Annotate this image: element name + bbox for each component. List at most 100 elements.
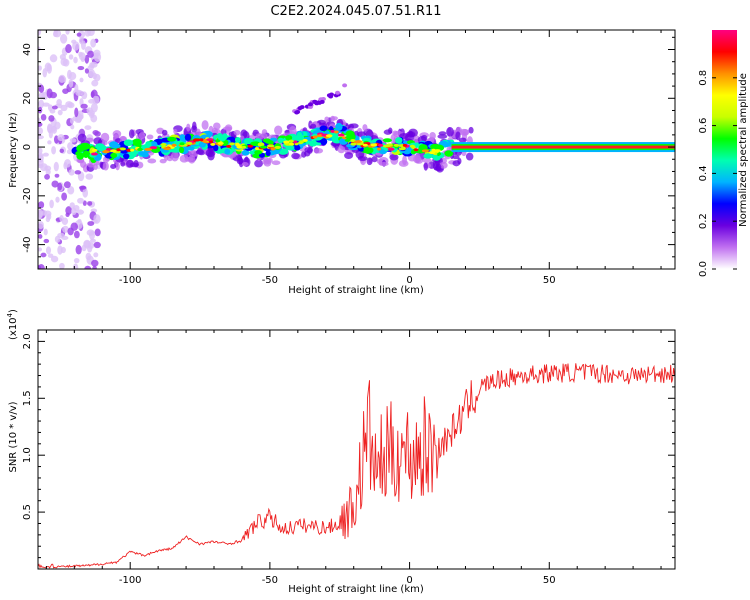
spectrogram-ridge-cell <box>308 140 318 147</box>
spectrogram-peak-cell <box>179 142 185 146</box>
spectrogram-peak-cell <box>105 148 111 152</box>
spectrogram-ridge-cell <box>264 138 272 144</box>
spectrogram-halo <box>357 131 366 137</box>
spectrogram-speckle <box>73 230 80 239</box>
spectrogram-speckle <box>84 54 90 64</box>
spectrogram-peak-cell <box>109 149 117 153</box>
spectrogram-ridge-cell <box>111 143 121 149</box>
spectrogram-speckle <box>82 200 87 206</box>
y-tick-label: 1.5 <box>22 390 33 406</box>
spectrogram-speckle <box>68 78 74 88</box>
spectrogram-ridge-cell <box>123 153 130 159</box>
spectrogram-speckle <box>91 79 99 87</box>
spectrogram-ridge-cell <box>257 142 265 147</box>
spectrogram-halo <box>291 152 300 160</box>
spectrogram-halo <box>362 124 368 132</box>
spectrogram-branch-cell <box>295 109 301 114</box>
spectrogram-halo <box>465 152 474 161</box>
spectrogram-branch-cell <box>342 83 348 88</box>
y-tick-label: 1.0 <box>22 447 33 463</box>
spectrogram-peak-cell <box>330 129 335 133</box>
spectrogram-halo <box>188 155 196 164</box>
spectrogram-speckle <box>93 252 99 258</box>
spectrogram-speckle <box>46 213 52 220</box>
spectrogram-speckle <box>47 104 53 112</box>
spectrogram-halo <box>115 162 120 171</box>
x-tick-label: 50 <box>543 275 556 286</box>
colorbar: 0.0 0.2 0.4 0.6 0.8 Normalized spectral ampl… <box>698 30 749 277</box>
spectrogram-speckle <box>81 91 88 100</box>
spectrogram-image <box>38 30 675 269</box>
spectrogram-peak-cell <box>210 142 216 146</box>
spectrogram-halo <box>408 128 418 137</box>
spectrogram-speckle <box>43 228 48 236</box>
spectrogram-halo <box>254 159 263 168</box>
y-tick-label: -20 <box>22 188 33 204</box>
spectrogram-ridge-cell <box>184 133 192 141</box>
spectrogram-speckle <box>87 201 93 206</box>
spectrogram-halo <box>110 163 117 170</box>
spectrogram-ridge-cell <box>277 137 284 144</box>
spectrogram-speckle <box>88 70 94 79</box>
spectrogram-speckle <box>38 99 45 109</box>
colorbar-tick-label: 0.6 <box>698 118 709 134</box>
spectrogram-speckle <box>59 33 68 44</box>
spectrogram-peak-cell <box>337 133 345 137</box>
spectrogram-speckle <box>90 61 98 68</box>
spectrogram-peak-cell <box>270 147 276 151</box>
spectrogram-speckle <box>44 174 50 180</box>
spectrogram-halo <box>468 126 474 134</box>
spectrogram-speckle <box>40 114 47 121</box>
x-tick-label: -50 <box>262 275 278 286</box>
spectrogram-speckle <box>93 241 101 249</box>
spectrogram-speckle <box>78 185 87 190</box>
spectrogram-halo <box>455 131 461 141</box>
spectrogram-speckle <box>63 181 71 189</box>
spectrogram-halo <box>413 155 422 164</box>
spectrogram-speckle <box>38 220 44 230</box>
spectrogram-speckle <box>55 196 60 203</box>
spectrogram-branch-cell <box>308 102 314 107</box>
spectrogram-speckle <box>81 244 87 252</box>
spectrogram-peak-cell <box>163 147 172 151</box>
spectrogram-speckle <box>76 32 82 37</box>
spectrogram-peak-cell <box>137 147 143 151</box>
spectrogram-speckle <box>73 263 79 269</box>
spectrogram-halo <box>383 129 393 135</box>
spectrogram-halo <box>77 133 87 142</box>
spectrogram-speckle <box>80 40 86 51</box>
spectrogram-ridge-cell <box>76 144 86 153</box>
spectrogram-speckle <box>65 30 70 35</box>
spectrogram-halo <box>413 135 420 144</box>
spectrogram-ridge-cell <box>335 122 343 131</box>
spectrogram-speckle <box>59 262 65 269</box>
spectrogram-halo <box>452 155 460 160</box>
spectrogram-speckle <box>77 218 82 224</box>
spectrogram-halo <box>437 134 448 139</box>
spectrogram-speckle <box>67 69 72 80</box>
spectrogram-peak-cell <box>289 142 295 146</box>
spectrogram-ridge-cell <box>285 144 295 151</box>
spectrogram-speckle <box>84 68 89 74</box>
spectrogram-halo <box>233 129 241 136</box>
spectrogram-halo <box>223 126 233 131</box>
spectrogram-ridge-cell <box>363 146 374 154</box>
spectrogram-peak-cell <box>144 147 153 151</box>
spectrogram-speckle <box>46 63 53 74</box>
spectrogram-halo <box>120 161 126 167</box>
figure-title: C2E2.2024.045.07.51.R11 <box>270 4 441 19</box>
spectrogram-peak-cell <box>377 147 382 151</box>
spectrogram-peak-cell <box>199 138 204 142</box>
spectrogram-peak-cell <box>247 144 254 148</box>
spectrogram-halo <box>195 149 204 155</box>
snr-line <box>38 363 675 569</box>
spectrogram-speckle <box>84 265 92 269</box>
spectrogram-halo <box>213 122 221 130</box>
spectrogram-speckle <box>72 41 80 51</box>
spectrogram-ridge-cell <box>345 130 355 138</box>
spectrogram-ridge-cell <box>265 150 271 157</box>
spectrogram-ridge-cell <box>294 145 301 151</box>
spectrogram-speckle <box>60 246 66 254</box>
spectrogram-peak-cell <box>370 143 378 147</box>
spectrogram-speckle <box>89 230 95 240</box>
